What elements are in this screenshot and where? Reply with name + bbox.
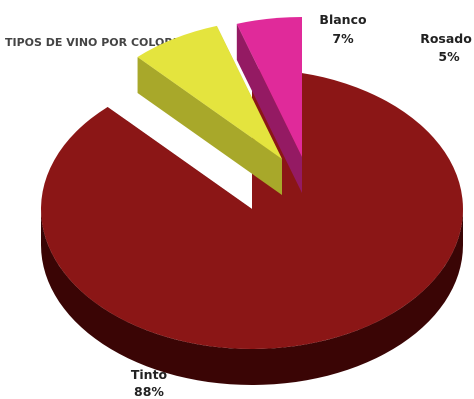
slice-label-tinto: Tinto [131, 367, 168, 382]
slice-side-tinto [41, 209, 463, 385]
slice-blanco [137, 25, 282, 195]
slice-pct-rosado: 5% [438, 49, 460, 64]
slice-pct-tinto: 88% [134, 384, 164, 399]
slice-top-tinto [40, 69, 463, 350]
slice-rosado [236, 17, 302, 193]
slice-label-rosado: Rosado [420, 31, 472, 46]
slice-wall-start-rosado [236, 23, 302, 193]
slice-top-rosado [236, 17, 302, 157]
slice-wall-start-blanco [137, 56, 282, 195]
pie-slices [40, 17, 463, 385]
slice-tinto [40, 69, 463, 385]
slice-top-blanco [137, 25, 282, 159]
slice-pct-blanco: 7% [332, 31, 354, 46]
chart-title: TIPOS DE VINO POR COLORES [5, 36, 188, 49]
slice-label-blanco: Blanco [319, 12, 367, 27]
